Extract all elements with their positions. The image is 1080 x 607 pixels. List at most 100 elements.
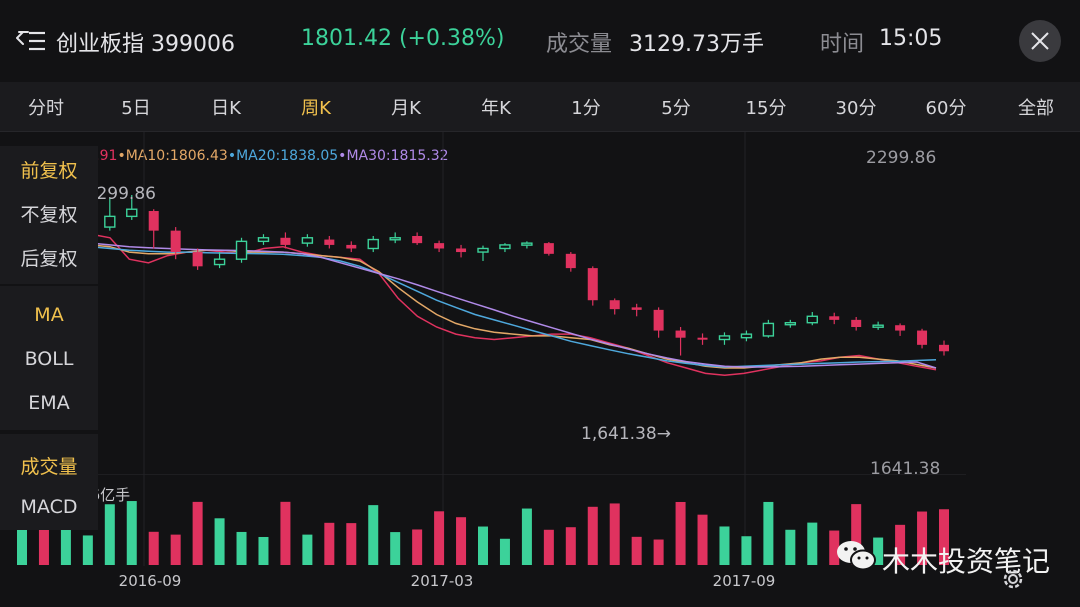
volume-bar (148, 531, 159, 565)
side-item-unadjusted[interactable]: 不复权 (20, 204, 78, 226)
candle-body (895, 325, 906, 331)
volume-label: 成交量 (546, 32, 613, 57)
menu-list-icon[interactable] (16, 28, 48, 54)
candle-body (675, 330, 686, 338)
candle-body (829, 316, 840, 320)
candle-body (104, 215, 116, 228)
volume-bar (697, 514, 708, 565)
volume-bar (763, 501, 774, 565)
volume-value: 3129.73万手 (629, 32, 764, 57)
volume-bar (390, 532, 401, 565)
candle-body (851, 319, 862, 327)
ma-line-ma30 (13, 226, 937, 369)
candle-body (718, 335, 731, 341)
side-item-forward-adjusted[interactable]: 前复权 (20, 160, 78, 182)
tab-all[interactable]: 全部 (1018, 98, 1054, 119)
candle-body (872, 324, 884, 328)
candle-body (257, 237, 270, 243)
candle-body (434, 243, 445, 249)
close-icon (1031, 32, 1049, 50)
period-tabs: 分时 5日 日K 周K 月K 年K 1分 5分 15分 30分 60分 全部 (0, 82, 1080, 132)
tab-intraday[interactable]: 分时 (28, 98, 64, 119)
wechat-icon (837, 541, 876, 571)
ma-line-ma20 (13, 235, 937, 368)
time-label: 时间 (820, 32, 865, 57)
volume-bar (741, 536, 752, 565)
side-item-boll[interactable]: BOLL (24, 348, 74, 370)
y-axis-low-label: 1641.38 (870, 459, 941, 479)
header-bar: 创业板指 399006 1801.42 (+0.38%) 成交量 3129.73… (0, 0, 1080, 82)
candle-body (806, 315, 818, 324)
side-item-macd[interactable]: MACD (20, 496, 78, 518)
side-item-backward-adjusted[interactable]: 后复权 (20, 248, 78, 270)
volume-bar (631, 536, 642, 565)
volume-bar (609, 503, 620, 565)
candle-body (543, 243, 554, 254)
volume-bar (368, 505, 379, 565)
volume-bar (170, 534, 181, 565)
volume-bar (214, 518, 225, 565)
tab-1min[interactable]: 1分 (571, 98, 601, 119)
volume-bar (807, 522, 818, 565)
side-item-volume[interactable]: 成交量 (20, 456, 78, 478)
volume-bar (346, 523, 357, 565)
candlestick-chart (0, 132, 966, 475)
candle-body (565, 253, 576, 269)
side-item-ma[interactable]: MA (34, 304, 64, 326)
close-button[interactable] (1019, 20, 1061, 62)
candle-body (126, 208, 138, 218)
indicator-panel: MA BOLL EMA (0, 286, 98, 430)
candle-body (939, 344, 949, 352)
volume-bar (499, 538, 510, 565)
volume-bar (719, 526, 730, 565)
volume-bar (192, 501, 203, 565)
settings-gear-icon[interactable] (1000, 566, 1026, 592)
candle-body (917, 330, 928, 345)
volume-bar (543, 529, 554, 565)
tab-5day[interactable]: 5日 (121, 98, 151, 119)
low-annotation: 1,641.38→ (581, 424, 671, 444)
candle-body (521, 242, 533, 246)
x-axis-label: 2016-09 (118, 572, 182, 590)
index-price: 1801.42 (+0.38%) (301, 26, 505, 51)
tab-30min[interactable]: 30分 (835, 98, 877, 119)
candle-body (346, 244, 357, 249)
candle-body (697, 337, 708, 340)
ma30-legend: •MA30:1815.32 (338, 148, 449, 164)
candle-body (389, 237, 401, 241)
volume-bar (587, 506, 598, 565)
volume-bar (82, 535, 93, 565)
tab-5min[interactable]: 5分 (661, 98, 691, 119)
volume-bar (60, 527, 71, 565)
tab-15min[interactable]: 15分 (745, 98, 787, 119)
tab-monthly-k[interactable]: 月K (391, 98, 421, 119)
candle-body (412, 235, 423, 244)
sub-indicator-panel: 成交量 MACD (0, 434, 98, 530)
volume-bar (126, 501, 137, 565)
candle-body (170, 230, 181, 253)
time-value: 15:05 (879, 26, 943, 51)
candle-body (192, 252, 203, 267)
candle-body (456, 248, 467, 253)
volume-bar (104, 504, 115, 565)
tab-weekly-k[interactable]: 周K (301, 98, 331, 119)
side-item-ema[interactable]: EMA (28, 392, 70, 414)
candle-body (280, 237, 291, 245)
tab-yearly-k[interactable]: 年K (481, 98, 511, 119)
watermark-text: 木木投资笔记 (882, 545, 1051, 578)
candle-body (477, 247, 489, 253)
candle-body (499, 244, 511, 250)
index-title: 创业板指 399006 (56, 32, 235, 57)
volume-bar (412, 529, 423, 565)
volume-bar (675, 501, 686, 565)
x-axis-label: 2017-09 (712, 572, 776, 590)
tab-daily-k[interactable]: 日K (211, 98, 241, 119)
candle-body (301, 237, 314, 244)
candle-body (631, 307, 642, 310)
candle-body (587, 268, 598, 301)
volume-bar (280, 501, 291, 565)
candle-body (367, 238, 379, 250)
volume-bar (302, 534, 313, 565)
candle-body (762, 322, 775, 337)
tab-60min[interactable]: 60分 (925, 98, 967, 119)
